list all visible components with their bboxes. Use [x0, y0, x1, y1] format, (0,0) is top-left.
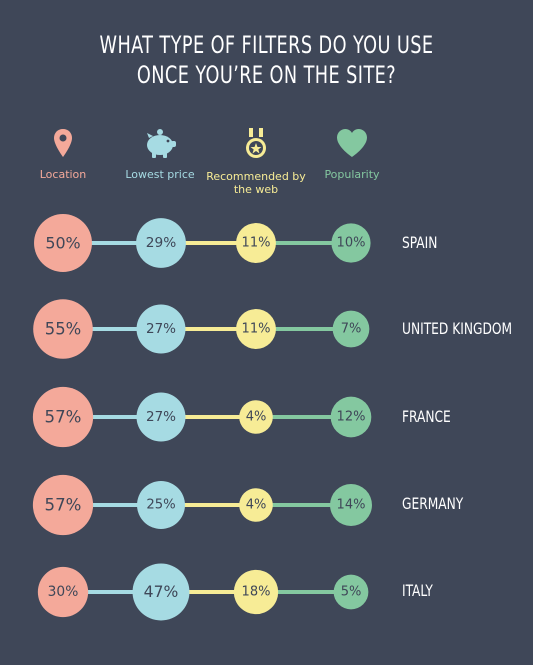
legend-location: Location: [13, 128, 113, 181]
row-label-italy: ITALY: [402, 581, 433, 600]
legend-recommended-label: Recommended by the web: [206, 170, 306, 196]
bubble-label-popularity-united-kingdom: 7%: [341, 322, 362, 337]
bubble-label-location-france: 57%: [45, 408, 82, 427]
legend-popularity: Popularity: [302, 128, 402, 181]
bubble-label-recommended-italy: 18%: [242, 585, 271, 600]
bubble-location-italy: [37, 566, 89, 618]
bubble-label-recommended-spain: 11%: [242, 236, 271, 251]
bubble-lowest-price-spain: [136, 218, 186, 268]
row-label-united-kingdom: UNITED KINGDOM: [402, 319, 513, 338]
bubble-popularity-united-kingdom: [332, 310, 370, 348]
bubble-label-recommended-germany: 4%: [246, 498, 267, 513]
bubble-location-france: [32, 386, 94, 448]
legend-recommended: Recommended by the web: [206, 128, 306, 196]
bubble-recommended-spain: [236, 223, 276, 263]
bubble-label-lowest-price-germany: 25%: [146, 498, 175, 513]
piggy-bank-icon: [147, 129, 176, 158]
bubble-label-location-italy: 30%: [48, 584, 79, 600]
bubble-label-lowest-price-spain: 29%: [146, 235, 176, 251]
chart-title-line-1: WHAT TYPE OF FILTERS DO YOU USE: [99, 31, 434, 59]
heart-icon: [337, 129, 367, 157]
bubble-label-recommended-france: 4%: [246, 410, 267, 425]
row-label-spain: SPAIN: [402, 233, 438, 252]
bubble-label-lowest-price-france: 27%: [146, 409, 176, 425]
medal-icon: [246, 128, 266, 158]
row-label-france: FRANCE: [402, 407, 451, 426]
legend-lowest-price: Lowest price: [110, 128, 210, 181]
chart-title-line-2: ONCE YOU’RE ON THE SITE?: [136, 61, 397, 89]
bubble-label-location-spain: 50%: [45, 234, 80, 253]
bubble-recommended-italy: [233, 569, 279, 615]
map-pin-icon: [54, 129, 72, 157]
bubble-label-lowest-price-italy: 47%: [144, 583, 179, 601]
bubble-lowest-price-united-kingdom: [136, 304, 186, 354]
bubble-label-popularity-italy: 5%: [341, 585, 362, 600]
bubble-label-popularity-france: 12%: [337, 410, 366, 425]
bubble-label-popularity-germany: 14%: [337, 498, 366, 513]
bubble-lowest-price-france: [136, 392, 186, 442]
bubble-popularity-italy: [333, 574, 369, 610]
legend-location-label: Location: [39, 168, 87, 181]
bubble-label-location-united-kingdom: 55%: [45, 320, 81, 339]
bubble-label-location-germany: 57%: [45, 496, 82, 515]
bubble-popularity-france: [330, 396, 372, 438]
chart-title: WHAT TYPE OF FILTERS DO YOU USE ONCE YOU…: [0, 30, 533, 90]
bubble-popularity-germany: [330, 484, 372, 526]
legend-lowest-price-label: Lowest price: [125, 168, 195, 181]
legend-popularity-label: Popularity: [324, 168, 380, 181]
bubble-location-spain: [34, 214, 92, 272]
bubble-location-germany: [32, 474, 94, 536]
bubble-lowest-price-germany: [137, 481, 185, 529]
bubble-label-popularity-spain: 10%: [337, 236, 366, 251]
row-label-germany: GERMANY: [402, 494, 464, 513]
bubble-recommended-united-kingdom: [236, 309, 276, 349]
bubble-recommended-france: [239, 400, 273, 434]
bubble-label-recommended-united-kingdom: 11%: [242, 322, 271, 337]
bubble-location-united-kingdom: [33, 299, 93, 359]
bubble-popularity-spain: [331, 223, 371, 263]
bubble-lowest-price-italy: [132, 563, 190, 621]
bubble-recommended-germany: [239, 488, 273, 522]
bubble-label-lowest-price-united-kingdom: 27%: [146, 321, 176, 337]
